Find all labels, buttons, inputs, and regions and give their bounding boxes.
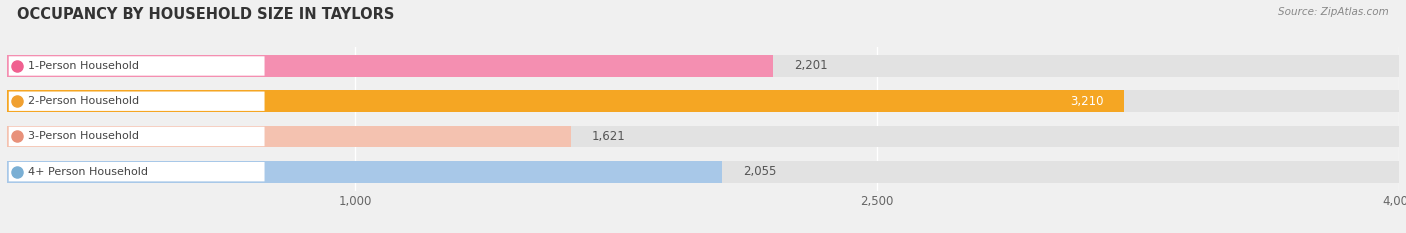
Text: 2,055: 2,055 — [742, 165, 776, 178]
Bar — [7, 90, 1123, 112]
Text: Source: ZipAtlas.com: Source: ZipAtlas.com — [1278, 7, 1389, 17]
Text: 1,621: 1,621 — [592, 130, 626, 143]
Text: 2-Person Household: 2-Person Household — [28, 96, 139, 106]
FancyBboxPatch shape — [8, 56, 264, 76]
Text: OCCUPANCY BY HOUSEHOLD SIZE IN TAYLORS: OCCUPANCY BY HOUSEHOLD SIZE IN TAYLORS — [17, 7, 394, 22]
Bar — [7, 55, 1399, 77]
Bar — [7, 90, 1399, 112]
FancyBboxPatch shape — [8, 92, 264, 111]
FancyBboxPatch shape — [8, 162, 264, 181]
FancyBboxPatch shape — [8, 127, 264, 146]
Bar — [7, 126, 1399, 147]
Bar — [7, 55, 773, 77]
Text: 3-Person Household: 3-Person Household — [28, 131, 139, 141]
Text: 3,210: 3,210 — [1070, 95, 1104, 108]
Bar — [7, 161, 723, 183]
Bar — [7, 161, 1399, 183]
Text: 4+ Person Household: 4+ Person Household — [28, 167, 148, 177]
Text: 2,201: 2,201 — [794, 59, 828, 72]
Text: 1-Person Household: 1-Person Household — [28, 61, 139, 71]
Bar — [7, 126, 571, 147]
